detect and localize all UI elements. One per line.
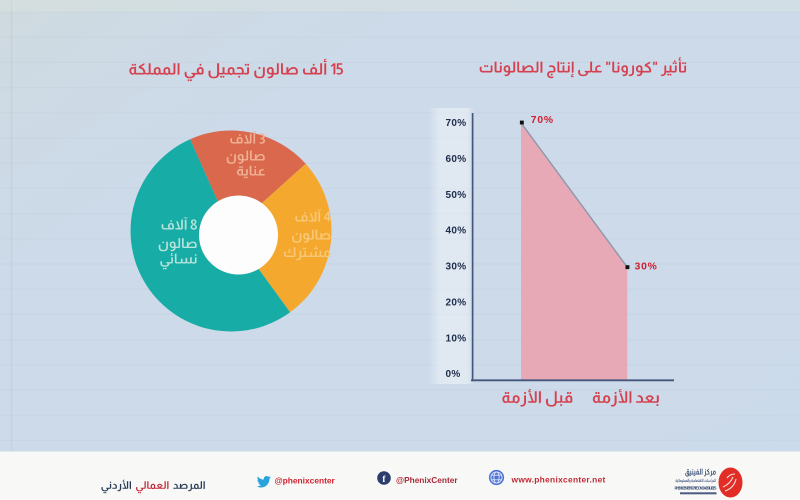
svg-text:PHENIX CENTER FOR ECONOMIC STU: PHENIX CENTER FOR ECONOMIC STUDIES: [675, 486, 717, 491]
svg-text:www.phenixcenter.net: www.phenixcenter.net: [511, 475, 606, 485]
svg-text:70%: 70%: [531, 115, 554, 126]
svg-text:10%: 10%: [446, 333, 467, 344]
svg-text:20%: 20%: [446, 298, 467, 309]
svg-text:70%: 70%: [446, 118, 467, 129]
svg-text:30%: 30%: [635, 261, 658, 272]
svg-text:f: f: [382, 475, 386, 485]
svg-text:50%: 50%: [446, 190, 467, 201]
svg-text:30%: 30%: [446, 262, 467, 273]
svg-text:60%: 60%: [446, 154, 467, 165]
svg-text:@phenixcenter: @phenixcenter: [275, 475, 336, 485]
svg-text:40%: 40%: [446, 226, 467, 237]
svg-text:@PhenixCenter: @PhenixCenter: [396, 475, 458, 485]
svg-text:0%: 0%: [446, 369, 461, 380]
